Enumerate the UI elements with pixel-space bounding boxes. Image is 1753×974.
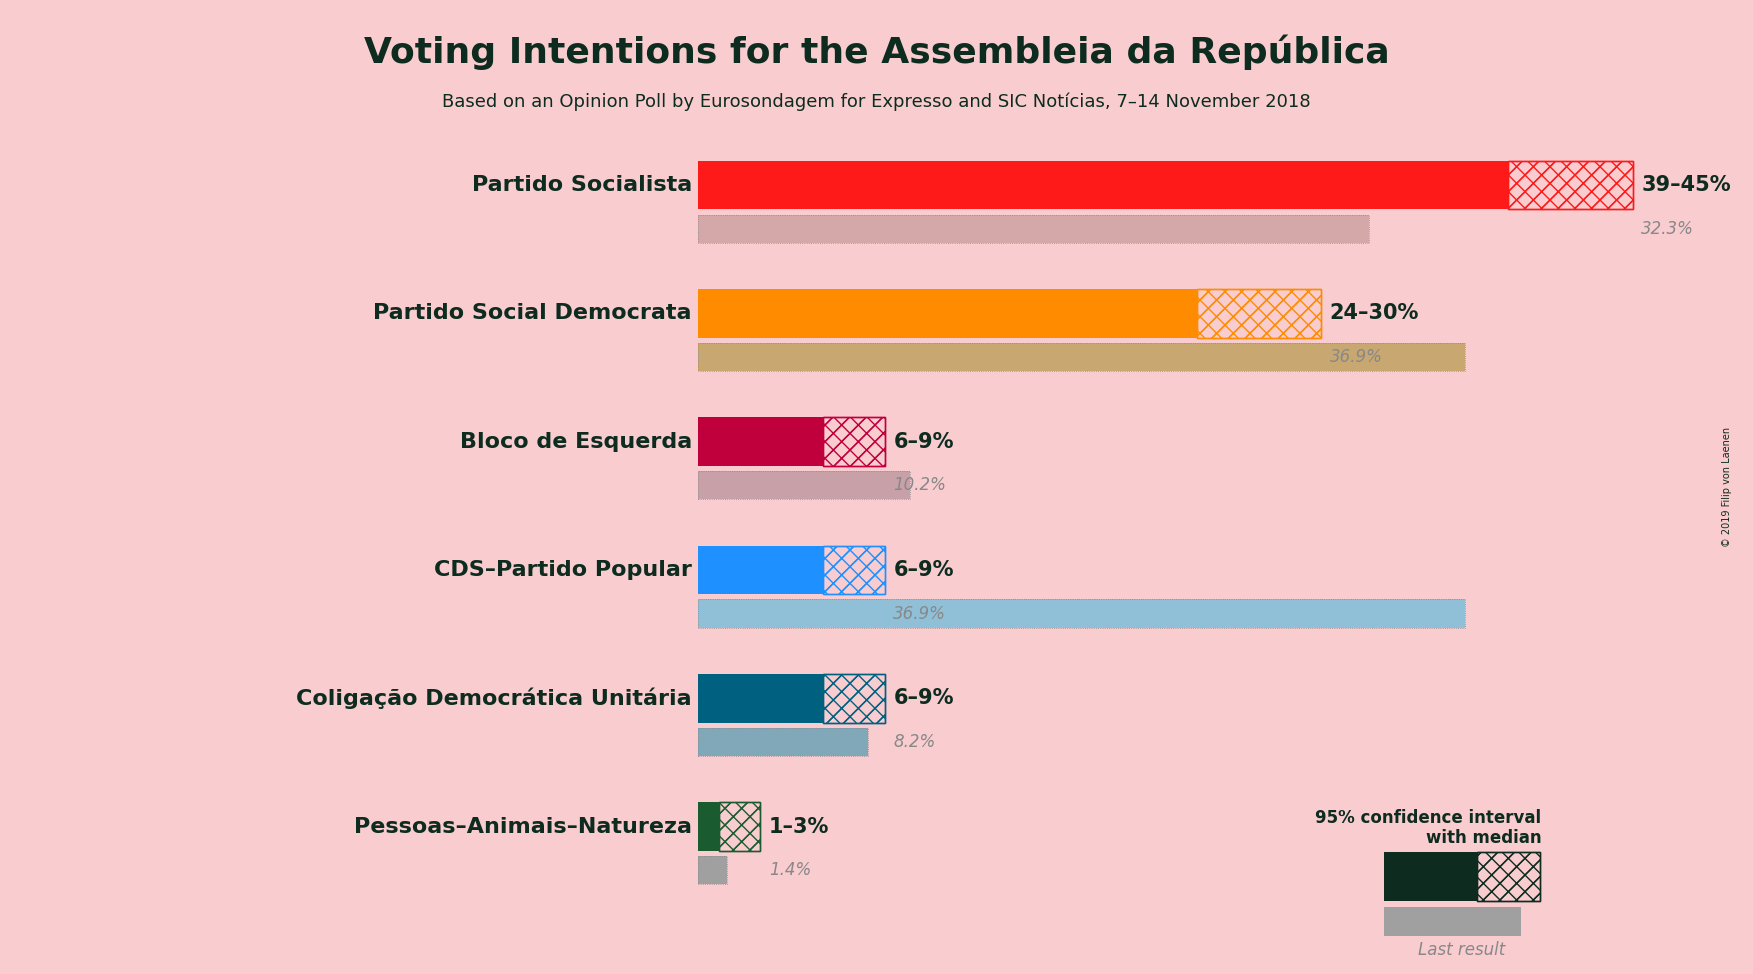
- Bar: [1508, 161, 1634, 209]
- Bar: [698, 417, 822, 466]
- Text: 32.3%: 32.3%: [1641, 220, 1693, 238]
- Bar: [1508, 161, 1634, 209]
- Text: Partido Social Democrata: Partido Social Democrata: [373, 303, 692, 323]
- Bar: [698, 471, 910, 500]
- Bar: [1197, 289, 1322, 338]
- Text: 10.2%: 10.2%: [894, 476, 947, 494]
- Text: 95% confidence interval
with median: 95% confidence interval with median: [1315, 808, 1541, 847]
- Bar: [698, 161, 1508, 209]
- Bar: [698, 674, 822, 723]
- Bar: [822, 545, 885, 594]
- Bar: [822, 674, 885, 723]
- Bar: [1197, 289, 1322, 338]
- Text: 8.2%: 8.2%: [894, 733, 936, 751]
- Bar: [822, 545, 885, 594]
- Text: Pessoas–Animais–Natureza: Pessoas–Animais–Natureza: [354, 816, 692, 837]
- Text: 6–9%: 6–9%: [894, 431, 954, 452]
- Bar: [1478, 852, 1539, 901]
- Bar: [698, 471, 910, 500]
- Text: 6–9%: 6–9%: [894, 689, 954, 708]
- Text: © 2019 Filip von Laenen: © 2019 Filip von Laenen: [1721, 427, 1732, 547]
- Text: Bloco de Esquerda: Bloco de Esquerda: [459, 431, 692, 452]
- Bar: [698, 856, 727, 884]
- Bar: [1383, 908, 1522, 936]
- Bar: [719, 803, 761, 851]
- Bar: [1508, 161, 1634, 209]
- Bar: [1383, 852, 1478, 901]
- Bar: [698, 214, 1369, 243]
- Text: 36.9%: 36.9%: [894, 605, 947, 622]
- Bar: [698, 803, 719, 851]
- Bar: [822, 417, 885, 466]
- Bar: [822, 545, 885, 594]
- Text: 36.9%: 36.9%: [1331, 348, 1383, 366]
- Bar: [698, 343, 1466, 371]
- Text: Based on an Opinion Poll by Eurosondagem for Expresso and SIC Notícias, 7–14 Nov: Based on an Opinion Poll by Eurosondagem…: [442, 93, 1311, 111]
- Bar: [698, 343, 1466, 371]
- Bar: [1478, 852, 1539, 901]
- Text: Coligação Democrática Unitária: Coligação Democrática Unitária: [296, 688, 692, 709]
- Text: 6–9%: 6–9%: [894, 560, 954, 580]
- Bar: [698, 214, 1369, 243]
- Bar: [698, 289, 1197, 338]
- Bar: [822, 674, 885, 723]
- Text: 1.4%: 1.4%: [770, 861, 812, 880]
- Text: 24–30%: 24–30%: [1331, 303, 1420, 323]
- Bar: [719, 803, 761, 851]
- Bar: [698, 856, 727, 884]
- Bar: [698, 728, 868, 756]
- Text: 39–45%: 39–45%: [1641, 175, 1730, 195]
- Text: Partido Socialista: Partido Socialista: [472, 175, 692, 195]
- Bar: [698, 545, 822, 594]
- Bar: [698, 600, 1466, 627]
- Bar: [822, 674, 885, 723]
- Bar: [698, 728, 868, 756]
- Text: Voting Intentions for the Assembleia da República: Voting Intentions for the Assembleia da …: [363, 34, 1390, 69]
- Bar: [1197, 289, 1322, 338]
- Text: CDS–Partido Popular: CDS–Partido Popular: [435, 560, 692, 580]
- Bar: [719, 803, 761, 851]
- Text: 1–3%: 1–3%: [770, 816, 829, 837]
- Bar: [822, 417, 885, 466]
- Text: Last result: Last result: [1418, 941, 1506, 959]
- Bar: [822, 417, 885, 466]
- Bar: [698, 600, 1466, 627]
- Bar: [1478, 852, 1539, 901]
